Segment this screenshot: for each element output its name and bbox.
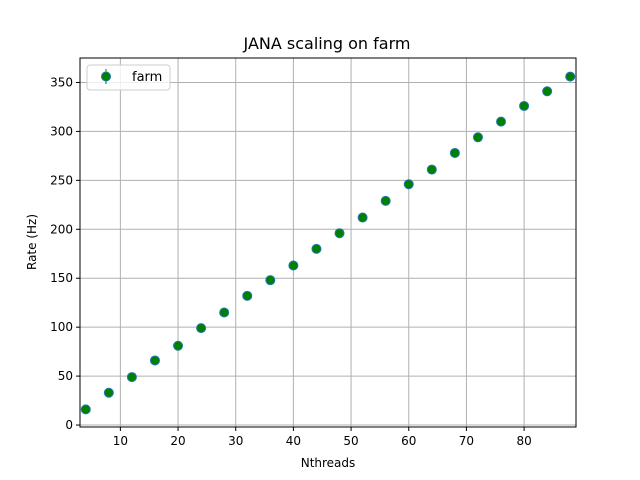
x-tick-label: 10 (113, 434, 128, 448)
data-point (149, 355, 160, 366)
data-point (265, 275, 276, 286)
x-tick-label: 50 (343, 434, 358, 448)
y-tick-label: 250 (50, 173, 73, 187)
series-farm (80, 71, 576, 415)
legend: farm (86, 64, 171, 91)
data-point (219, 307, 230, 318)
x-axis-ticks: 10 20 30 40 50 60 70 80 (113, 427, 532, 448)
data-point (380, 195, 391, 206)
legend-frame (86, 64, 171, 91)
legend-marker (101, 71, 111, 82)
data-point (403, 179, 414, 190)
data-point (542, 86, 553, 97)
x-tick-label: 80 (516, 434, 531, 448)
x-tick-label: 20 (170, 434, 185, 448)
data-point (449, 147, 460, 158)
y-tick-label: 350 (50, 75, 73, 89)
data-point (126, 372, 137, 383)
data-point (103, 387, 114, 398)
data-point (242, 290, 253, 301)
x-tick-label: 30 (228, 434, 243, 448)
data-point (496, 116, 507, 127)
data-point (334, 228, 345, 239)
y-tick-label: 200 (50, 222, 73, 236)
y-tick-label: 50 (58, 369, 73, 383)
y-tick-label: 300 (50, 124, 73, 138)
data-point (472, 132, 483, 143)
y-tick-label: 0 (65, 418, 73, 432)
data-point (426, 164, 437, 175)
data-point (519, 100, 530, 111)
y-tick-label: 150 (50, 271, 73, 285)
y-axis-ticks: 0 50 100 150 200 250 300 350 (50, 75, 80, 432)
legend-label: farm (132, 70, 162, 85)
chart-title: JANA scaling on farm (243, 34, 411, 53)
x-tick-label: 40 (286, 434, 301, 448)
data-point (80, 404, 91, 415)
grid-lines (80, 58, 576, 427)
x-tick-label: 70 (459, 434, 474, 448)
y-tick-label: 100 (50, 320, 73, 334)
x-axis-label: Nthreads (301, 456, 356, 470)
data-point (311, 243, 322, 254)
y-axis-label: Rate (Hz) (25, 214, 39, 270)
plot-frame (79, 57, 577, 428)
data-point (565, 71, 576, 82)
data-point (357, 212, 368, 223)
x-tick-label: 60 (401, 434, 416, 448)
data-point (196, 323, 207, 334)
data-point (288, 260, 299, 271)
data-point (173, 340, 184, 351)
